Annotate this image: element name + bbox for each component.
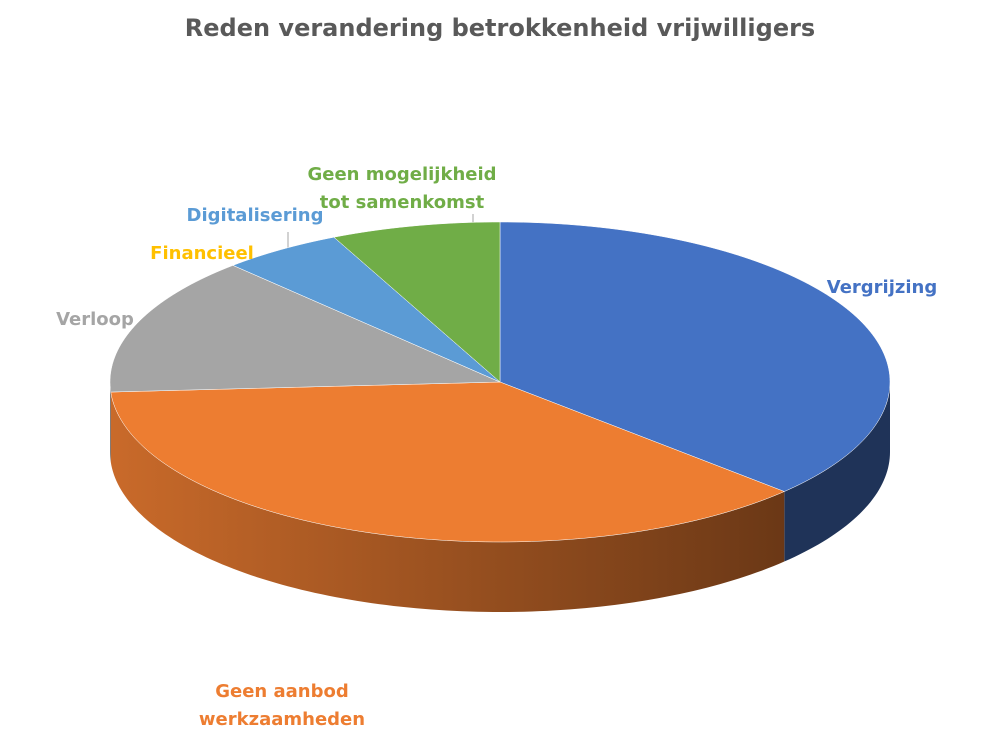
slice (109, 265, 501, 393)
slice (110, 381, 785, 543)
slice (333, 221, 501, 383)
slice (232, 236, 501, 383)
data-label: Digitalisering (186, 205, 324, 226)
data-label: Geen aanbod werkzaamheden (198, 681, 366, 730)
data-label: Financieel (150, 243, 254, 264)
slice-side (110, 382, 111, 463)
data-label: Vergrijzing (826, 277, 938, 298)
slice (499, 221, 891, 492)
slice-side (784, 382, 890, 562)
chart-title: Reden verandering betrokkenheid vrijwill… (184, 14, 816, 42)
slice-side (110, 392, 785, 612)
data-label: Verloop (56, 309, 134, 330)
data-label: Geen mogelijkheid tot samenkomst (307, 164, 497, 213)
